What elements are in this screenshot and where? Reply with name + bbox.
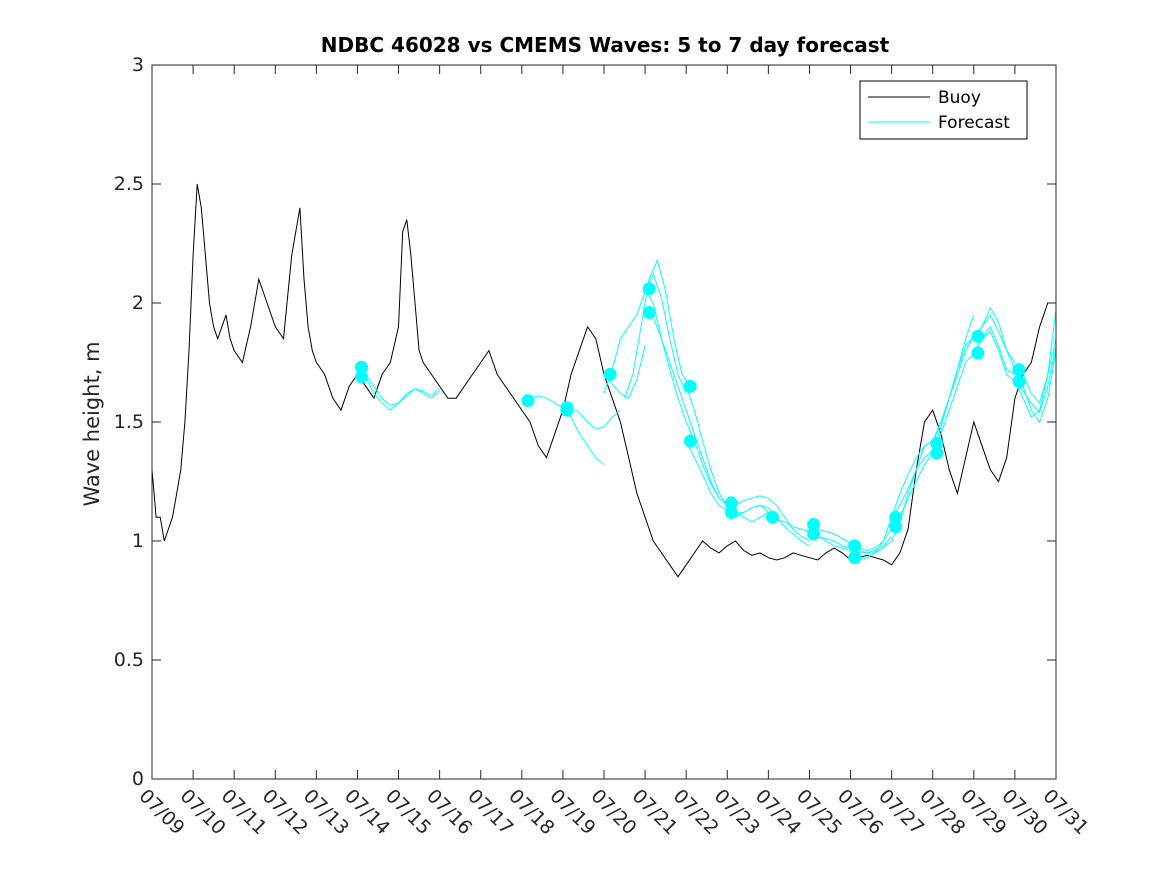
forecast-line-1: [357, 373, 440, 411]
forecast-marker-8: [683, 379, 697, 393]
forecast-marker-18: [889, 520, 903, 534]
y-tick-label-1: 0.5: [114, 649, 144, 671]
forecast-marker-7: [642, 306, 656, 320]
forecast-marker-23: [1012, 363, 1026, 377]
forecast-line-17: [850, 450, 934, 554]
forecast-marker-12: [765, 510, 779, 524]
forecast-marker-4: [560, 403, 574, 417]
y-tick-label-5: 2.5: [114, 173, 144, 195]
buoy-line: [151, 183, 1049, 578]
marker-layer: [355, 282, 1026, 565]
forecast-marker-24: [1012, 375, 1026, 389]
forecast-marker-5: [603, 367, 617, 381]
forecast-marker-6: [642, 282, 656, 296]
forecast-marker-15: [848, 539, 862, 553]
forecast-line-8: [644, 312, 728, 506]
forecast-marker-16: [848, 551, 862, 565]
forecast-marker-11: [724, 505, 738, 519]
forecast-line-7: [624, 258, 691, 399]
y-tick-label-4: 2: [132, 292, 144, 314]
y-tick-label-3: 1.5: [114, 411, 144, 433]
forecast-marker-20: [930, 446, 944, 460]
forecast-marker-9: [683, 434, 697, 448]
legend-label-buoy: Buoy: [938, 88, 981, 108]
forecast-line-5: [603, 345, 646, 399]
forecast-line-13: [727, 504, 810, 547]
forecast-marker-14: [807, 527, 821, 541]
forecast-marker-1: [355, 370, 369, 384]
forecast-marker-21: [971, 329, 985, 343]
legend-label-forecast: Forecast: [938, 113, 1010, 133]
forecast-marker-22: [971, 346, 985, 360]
chart-title: NDBC 46028 vs CMEMS Waves: 5 to 7 day fo…: [321, 33, 890, 57]
forecast-line-12: [727, 495, 810, 542]
forecast-line-26: [1014, 345, 1057, 414]
legend-box: [859, 80, 1028, 140]
plot-background: [152, 65, 1056, 779]
plot-area: [152, 65, 1056, 779]
legend: Buoy Forecast: [859, 80, 1028, 140]
y-tick-label-2: 1: [132, 530, 144, 552]
forecast-line-9: [644, 288, 728, 506]
y-axis-label: Wave height, m: [80, 341, 104, 506]
y-tick-label-0: 0: [132, 768, 144, 790]
y-tick-label-6: 3: [132, 54, 144, 76]
forecast-marker-2: [521, 394, 535, 408]
